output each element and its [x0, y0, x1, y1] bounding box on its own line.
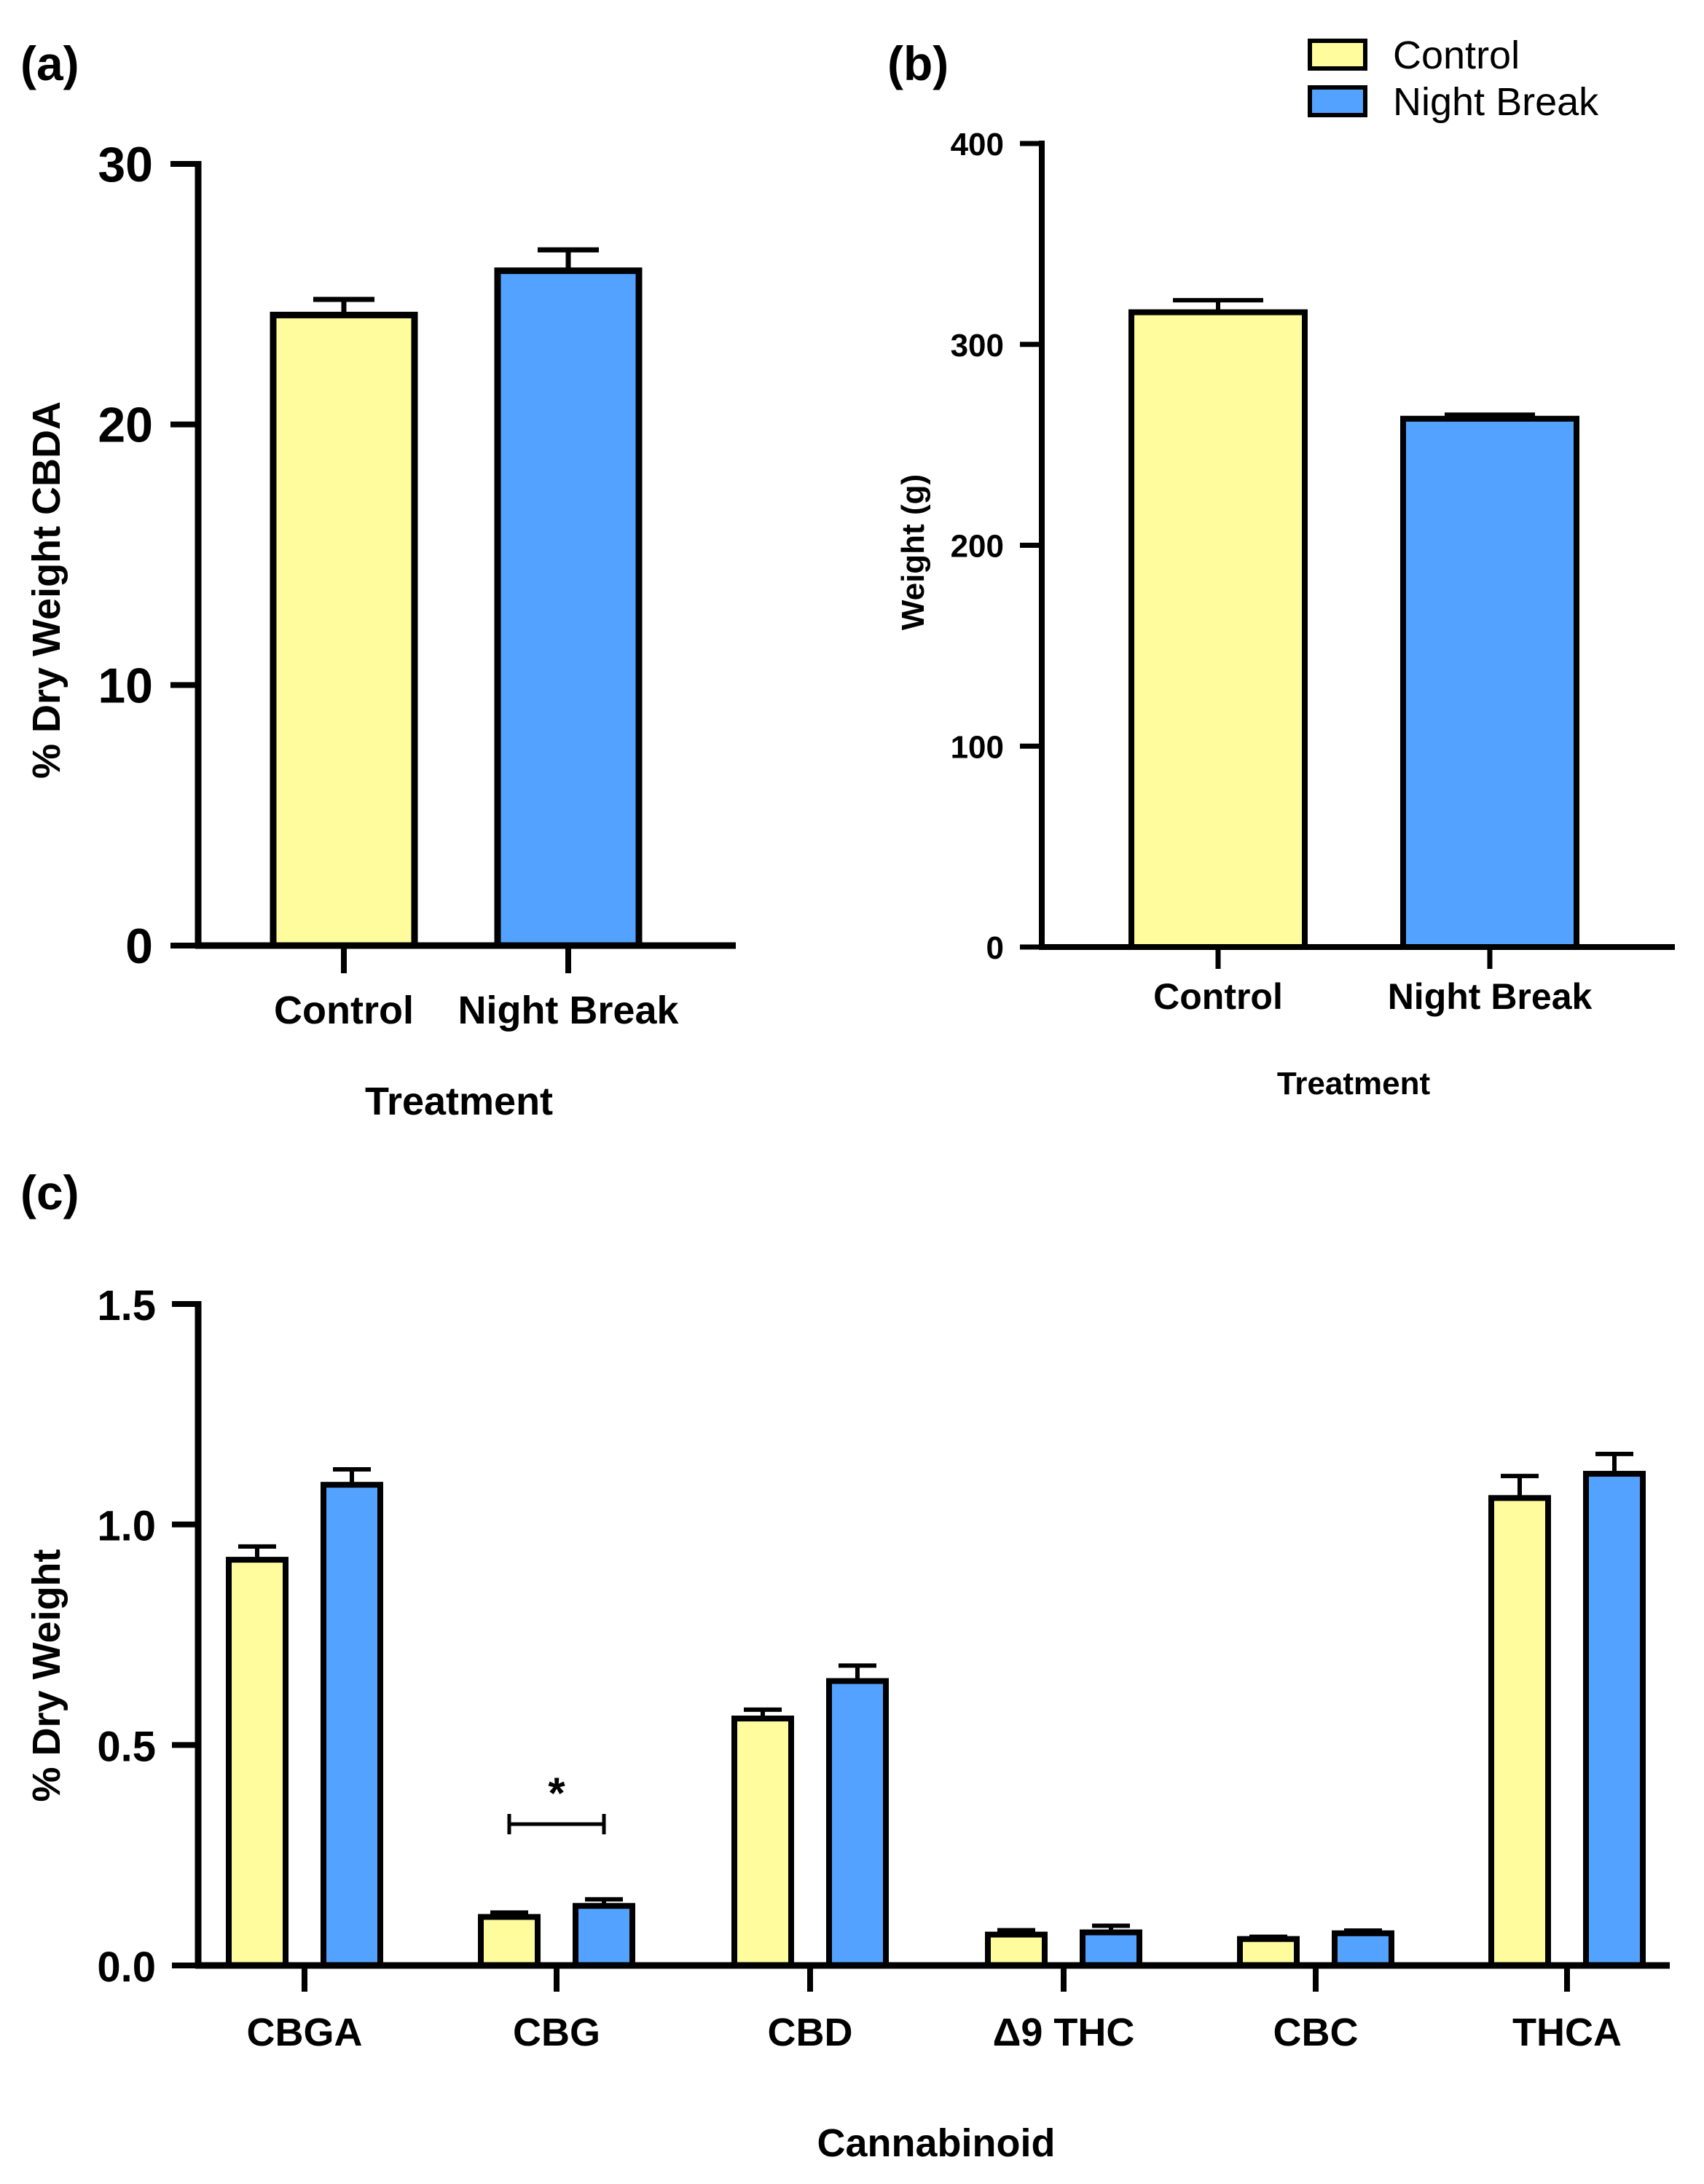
- panel-c-y-tick-label-2: 1.0: [97, 1503, 156, 1550]
- panel-c-y-axis-title: % Dry Weight: [25, 1549, 68, 1802]
- legend-swatch-control: [1308, 39, 1367, 71]
- panel-c-x-tick-label-cbg: CBG: [513, 2011, 600, 2054]
- panel-b-y-axis-title: Weight (g): [895, 474, 931, 630]
- panel-c-bar-thca-night-break: [1583, 1471, 1646, 1968]
- panel-a-y-axis-title: % Dry Weight CBDA: [25, 401, 68, 779]
- panel-c-bar-cbc-control: [1237, 1936, 1300, 1968]
- panel-c-y-tick-label-3: 1.5: [97, 1282, 156, 1329]
- legend: Control Night Break: [1308, 34, 1599, 124]
- b-y-tick-label-1: 100: [951, 729, 1004, 765]
- panel-c-bar-9-thc-night-break: [1080, 1929, 1142, 1969]
- panel-c-chart: Cannabinoid % Dry Weight CBGA CBG CBD Δ9 TH…: [25, 1282, 1670, 2165]
- a-y-tick-label-2: 20: [98, 398, 153, 453]
- b-y-tick-label-0: 0: [986, 930, 1004, 966]
- b-bar-night-break: [1400, 415, 1579, 950]
- panel-c-y-tick-label-0: 0.0: [97, 1944, 156, 1991]
- panel-c-bar-cbg-night-break: [573, 1903, 635, 1969]
- panel-c-x-tick-label-cbga: CBGA: [247, 2011, 363, 2054]
- a-x-tick-label-control: Control: [274, 989, 414, 1032]
- panel-c-label: (c): [20, 1166, 79, 1219]
- panel-c-bar-cbd-control: [731, 1716, 794, 1969]
- legend-label-control: Control: [1393, 34, 1520, 77]
- b-x-tick-label-night-break: Night Break: [1388, 976, 1593, 1017]
- a-x-tick-label-night-break: Night Break: [458, 989, 679, 1032]
- panel-b-x-axis-title: Treatment: [1277, 1066, 1431, 1101]
- panel-c-x-tick-label-cbd: CBD: [768, 2011, 853, 2054]
- b-y-tick-label-3: 300: [951, 328, 1004, 364]
- panel-b-chart: Treatment Weight (g) Control Night Break 0…: [895, 127, 1675, 1101]
- panel-c-x-axis-title: Cannabinoid: [817, 2121, 1056, 2165]
- panel-c-bar-cbc-night-break: [1332, 1930, 1394, 1968]
- panel-c-bar-thca-control: [1488, 1495, 1551, 1968]
- panel-c-y-tick-label-1: 0.5: [97, 1723, 156, 1770]
- panel-a-label: (a): [20, 36, 79, 90]
- panel-c-significance-marker-0: *: [548, 1769, 565, 1818]
- b-y-tick-label-2: 200: [951, 529, 1004, 565]
- panel-c-bar-cbg-control: [478, 1914, 541, 1968]
- panel-b-label: (b): [887, 36, 949, 90]
- panel-c-bar-cbga-control: [226, 1557, 288, 1968]
- panel-c-x-tick-label-cbc: CBC: [1273, 2011, 1359, 2054]
- b-y-tick-label-4: 400: [951, 127, 1004, 162]
- a-y-tick-label-0: 0: [125, 919, 153, 974]
- panel-a-x-axis-title: Treatment: [365, 1080, 553, 1123]
- panel-c-bar-cbd-night-break: [826, 1678, 889, 1969]
- panel-a-chart: Treatment % Dry Weight CBDA Control Night…: [25, 137, 736, 1123]
- a-bar-control: [270, 311, 418, 949]
- panel-c-bar-cbga-night-break: [321, 1482, 383, 1968]
- b-x-tick-label-control: Control: [1153, 976, 1283, 1017]
- panel-c-bar-9-thc-control: [985, 1931, 1048, 1969]
- panel-c-x-tick-label-9-thc: Δ9 THC: [993, 2011, 1135, 2054]
- b-bar-control: [1128, 309, 1308, 950]
- a-y-tick-label-1: 10: [98, 658, 153, 713]
- a-bar-night-break: [494, 267, 643, 949]
- panel-c-x-tick-label-thca: THCA: [1512, 2011, 1622, 2054]
- legend-swatch-night-break: [1308, 85, 1367, 117]
- a-y-tick-label-3: 30: [98, 137, 153, 192]
- legend-label-night-break: Night Break: [1393, 80, 1599, 124]
